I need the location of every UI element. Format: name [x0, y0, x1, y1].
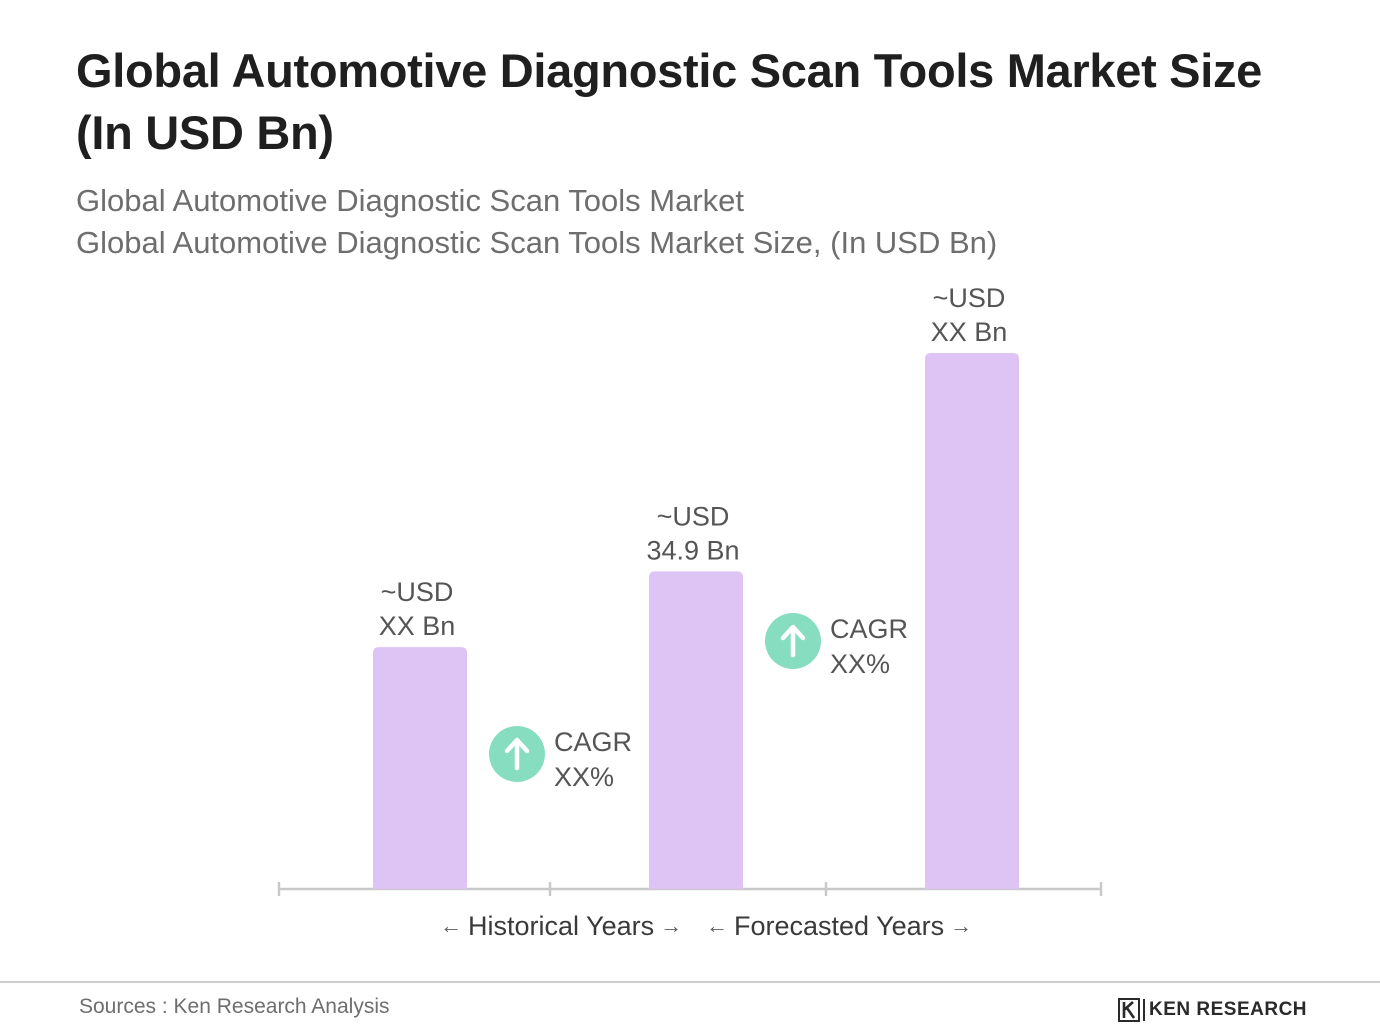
chart-subtitle-1: Global Automotive Diagnostic Scan Tools … — [76, 183, 744, 218]
cagr-value: XX% — [830, 649, 890, 679]
arrow-left-icon: ← — [706, 913, 728, 938]
data-label: ~USD — [657, 501, 730, 531]
bar — [925, 353, 1019, 889]
bar — [373, 647, 467, 889]
data-label: ~USD — [933, 283, 1006, 313]
cagr-label: CAGR — [830, 614, 908, 644]
data-label: 34.9 Bn — [646, 535, 739, 565]
arrow-left-icon: ← — [440, 913, 462, 938]
cagr-value: XX% — [554, 762, 614, 792]
brand-separator — [1143, 999, 1145, 1021]
brand-name: KEN RESEARCH — [1149, 999, 1308, 1020]
legend-historical-label: Historical Years — [468, 910, 655, 941]
arrow-up-icon — [504, 737, 530, 771]
bar — [649, 571, 743, 889]
ken-research-logo-icon — [1118, 998, 1140, 1022]
legend-forecasted-label: Forecasted Years — [734, 910, 945, 941]
cagr-label: CAGR — [554, 727, 632, 757]
data-label: XX Bn — [931, 317, 1008, 347]
chart-title: Global Automotive Diagnostic Scan Tools … — [76, 44, 1263, 159]
data-label: XX Bn — [379, 611, 456, 641]
footer-divider — [0, 981, 1380, 983]
legend-historical: ← Historical Years → — [434, 906, 688, 946]
sources-note: Sources : Ken Research Analysis — [79, 995, 390, 1018]
arrow-right-icon: → — [660, 913, 683, 938]
data-label: ~USD — [381, 577, 454, 607]
arrow-up-icon — [780, 624, 806, 658]
bar-chart: ~USD XX Bn ~USD 34.9 Bn ~USD XX Bn CAGR XX% CAGR… — [277, 283, 1103, 896]
brand-logo: KEN RESEARCH — [1118, 997, 1307, 1023]
arrow-right-icon: → — [950, 913, 973, 938]
chart-subtitle-2: Global Automotive Diagnostic Scan Tools … — [76, 225, 998, 260]
legend-forecasted: ← Forecasted Years → — [700, 906, 978, 946]
